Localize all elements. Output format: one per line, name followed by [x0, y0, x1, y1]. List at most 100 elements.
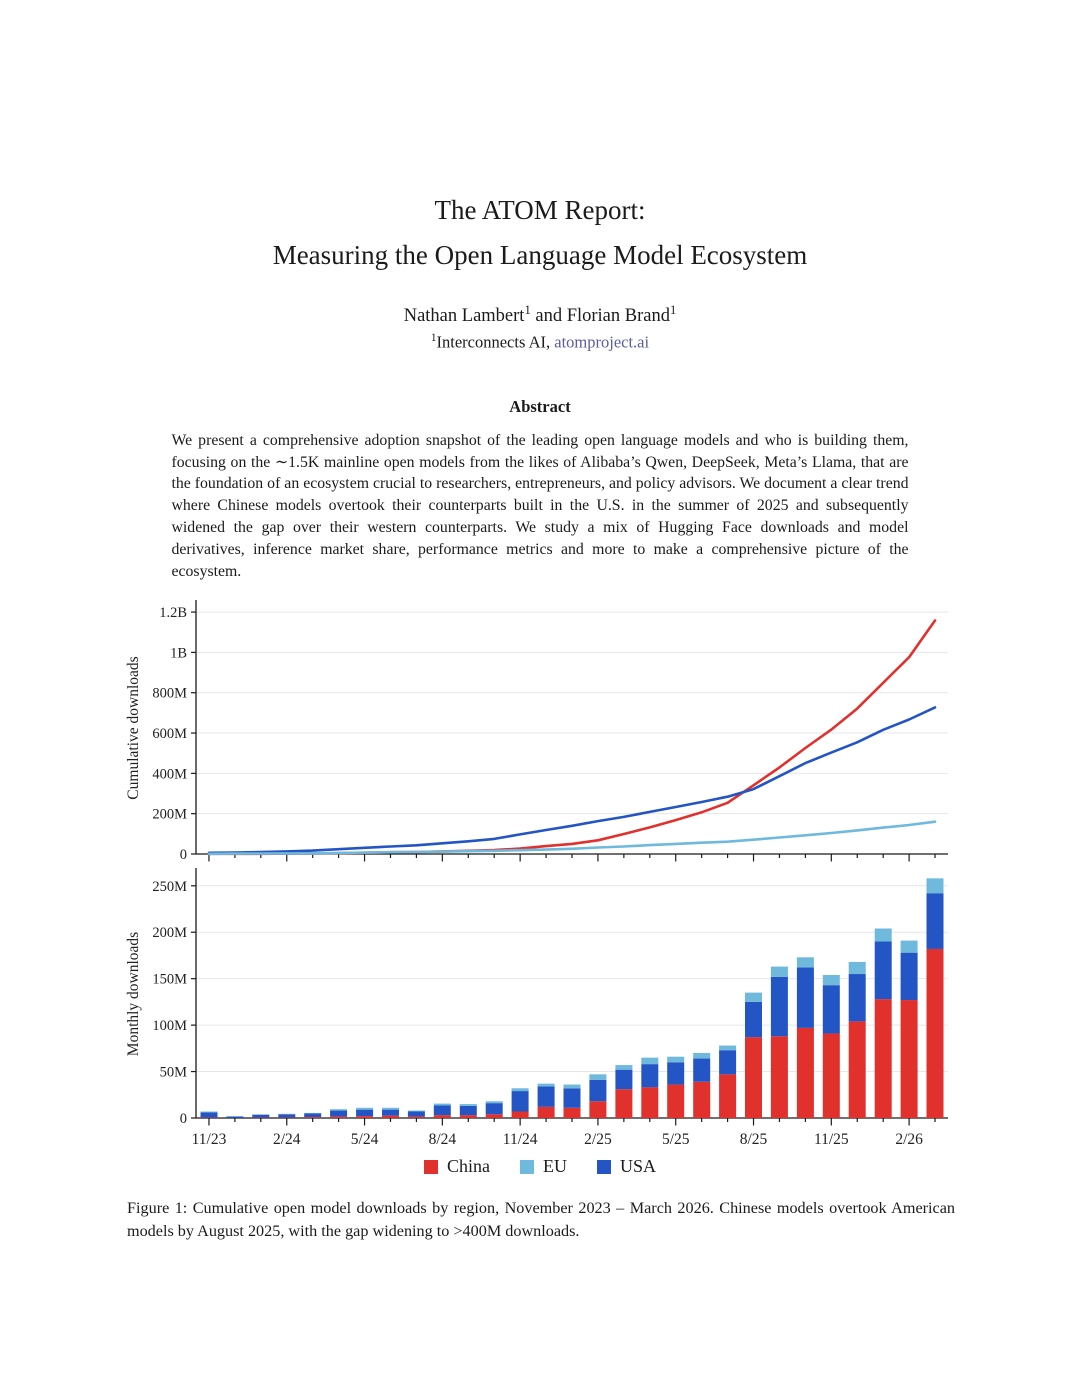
abstract-heading: Abstract [509, 396, 571, 416]
x-tick-label: 2/24 [273, 1131, 301, 1148]
author-2: Florian Brand [566, 306, 670, 327]
bar-segment-eu [745, 992, 762, 1003]
bar-segment-usa [304, 1113, 322, 1118]
bar-segment-china [485, 1114, 503, 1119]
bar-segment-eu [200, 1111, 218, 1113]
bar-segment-china [796, 1028, 814, 1119]
bar-segment-china [693, 1082, 711, 1119]
bar-segment-usa [278, 1114, 296, 1118]
bar-segment-eu [511, 1088, 529, 1092]
legend-label-china: China [446, 1156, 490, 1177]
bar-segment-eu [459, 1104, 477, 1107]
bar-segment-usa [252, 1115, 270, 1118]
y-tick-label: 600M [152, 726, 187, 742]
bar-segment-usa [900, 952, 918, 1001]
y-tick-label: 200M [152, 807, 187, 823]
bar-segment-usa [615, 1070, 633, 1090]
y-axis-label: Cumulative downloads [125, 657, 142, 800]
bar-segment-usa [459, 1106, 477, 1116]
x-tick-label: 5/24 [351, 1131, 379, 1148]
bar-segment-china [719, 1074, 737, 1119]
bar-segment-usa [330, 1110, 348, 1117]
bar-segment-eu [485, 1101, 503, 1104]
bar-segment-china [433, 1115, 451, 1119]
bar-segment-usa [719, 1050, 737, 1075]
bar-segment-eu [874, 928, 892, 942]
cumulative-downloads-chart: 0 200M 400M 600M 800M 1B 1.2B Cumulative downlo… [125, 600, 948, 863]
cumulative-line-china [207, 619, 937, 856]
legend-item-usa: USA [596, 1156, 656, 1177]
china-color-swatch [423, 1159, 438, 1174]
bar-segment-usa [641, 1064, 659, 1088]
y-tick-label: 50M [160, 1065, 188, 1081]
bar-segment-china [641, 1087, 659, 1119]
x-tick-label: 5/25 [662, 1131, 690, 1148]
bar-segment-eu [822, 975, 840, 986]
bar-segment-china [537, 1107, 555, 1119]
bar-segment-china [770, 1036, 788, 1119]
bar-segment-eu [330, 1109, 348, 1111]
bar-segment-china [330, 1116, 348, 1119]
x-tick-label: 11/25 [814, 1131, 849, 1148]
author-connector: and [530, 306, 567, 327]
y-tick-label: 800M [152, 686, 187, 702]
paper-title-line1: The ATOM Report: [434, 195, 646, 225]
x-tick-label: 2/26 [895, 1131, 923, 1148]
affiliation-sup: 1 [430, 332, 437, 345]
y-tick-label: 0 [180, 1111, 187, 1127]
bar-segment-china [589, 1101, 607, 1119]
figure-caption: Figure 1: Cumulative open model download… [127, 1199, 955, 1241]
bar-segment-eu [796, 957, 814, 968]
cumulative-line-eu [207, 820, 937, 856]
bar-segment-eu [407, 1110, 425, 1112]
legend-label-eu: EU [542, 1156, 567, 1177]
author-2-sup: 1 [669, 303, 677, 318]
bar-segment-china [615, 1089, 633, 1119]
bar-segment-eu [848, 962, 866, 975]
paper-title-line2: Measuring the Open Language Model Ecosys… [272, 239, 808, 270]
y-tick-label: 0 [180, 847, 187, 863]
abstract-text: We present a comprehensive adoption snap… [171, 431, 909, 580]
legend-label-usa: USA [619, 1156, 656, 1177]
cumulative-line-usa [207, 706, 937, 855]
bar-segment-eu [926, 878, 944, 894]
bar-segment-usa [200, 1112, 218, 1118]
y-tick-label: 400M [152, 767, 187, 783]
paper-title: The ATOM Report: Measuring the Open Lang… [0, 0, 1080, 277]
affiliation-line: 1Interconnects AI, atomproject.ai [0, 332, 1080, 353]
bar-segment-china [745, 1037, 762, 1119]
y-tick-label: 150M [152, 972, 187, 988]
bar-segment-eu [537, 1083, 555, 1087]
y-tick-label: 250M [152, 879, 187, 895]
bar-segment-usa [822, 985, 840, 1034]
bar-segment-eu [641, 1057, 659, 1065]
bar-segment-usa [563, 1088, 581, 1109]
affiliation-link[interactable]: atomproject.ai [554, 332, 650, 352]
usa-color-swatch [596, 1159, 611, 1174]
bar-segment-eu [433, 1103, 451, 1106]
y-axis-label: Monthly downloads [125, 932, 142, 1056]
bar-segment-china [874, 999, 892, 1119]
author-1: Nathan Lambert [403, 306, 525, 327]
legend-item-china: China [423, 1156, 490, 1177]
x-tick-label: 11/23 [192, 1131, 227, 1148]
bar-segment-eu [563, 1084, 581, 1089]
bar-segment-china [511, 1111, 529, 1119]
bar-segment-eu [615, 1065, 633, 1071]
bar-segment-usa [226, 1116, 244, 1119]
bar-segment-eu [356, 1108, 374, 1110]
x-tick-label: 8/24 [429, 1131, 457, 1148]
bar-segment-china [926, 949, 944, 1119]
bar-segment-usa [770, 977, 788, 1037]
monthly-downloads-chart: 0 50M 100M 150M 200M 250M 11/23 2/24 5/24 8/24 11/… [125, 868, 948, 1148]
figure-1: 0 200M 400M 600M 800M 1B 1.2B Cumulative downlo… [0, 596, 1080, 1177]
y-tick-label: 1B [170, 646, 187, 662]
bar-segment-eu [382, 1108, 399, 1110]
x-tick-label: 8/25 [740, 1131, 768, 1148]
bar-segment-usa [356, 1109, 374, 1117]
bar-segment-eu [667, 1057, 685, 1063]
bar-segment-china [848, 1021, 866, 1119]
author-1-sup: 1 [524, 303, 531, 318]
affiliation-org: Interconnects AI, [436, 332, 555, 352]
